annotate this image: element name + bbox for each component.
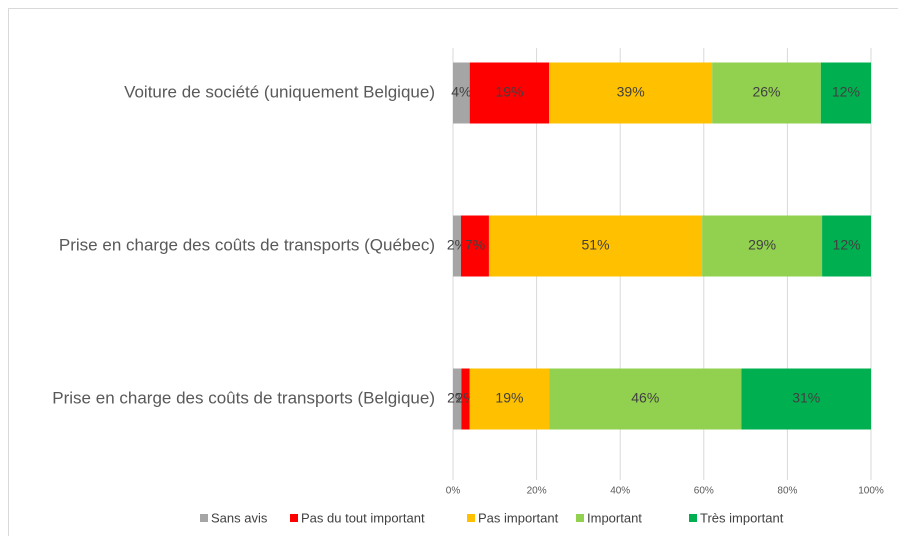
- bar-segment: [549, 368, 742, 430]
- x-tick-label: 20%: [527, 486, 547, 497]
- legend-label: Pas du tout important: [301, 510, 425, 525]
- data-label: 31%: [792, 390, 820, 406]
- bar-segment: [460, 215, 489, 277]
- data-label: 19%: [495, 84, 523, 100]
- bar-segment: [469, 62, 550, 124]
- data-label: 7%: [465, 237, 485, 253]
- bar-segment: [453, 62, 470, 124]
- legend-swatch: [467, 514, 475, 522]
- data-label: 51%: [582, 237, 610, 253]
- bar-segment: [453, 368, 462, 430]
- bar-segment: [461, 368, 470, 430]
- legend-swatch: [576, 514, 584, 522]
- bar-segment: [822, 215, 871, 277]
- bar-segment: [469, 368, 550, 430]
- bar-segment: [549, 62, 713, 124]
- x-tick-label: 0%: [446, 486, 461, 497]
- bar-segment: [741, 368, 871, 430]
- data-label: 4%: [451, 84, 471, 100]
- category-label: Voiture de société (uniquement Belgique): [124, 82, 435, 101]
- data-label: 46%: [631, 390, 659, 406]
- data-label: 26%: [752, 84, 780, 100]
- legend-swatch: [200, 514, 208, 522]
- category-label: Prise en charge des coûts de transports …: [59, 235, 435, 254]
- x-tick-label: 100%: [858, 486, 884, 497]
- legend-swatch: [689, 514, 697, 522]
- data-label: 39%: [617, 84, 645, 100]
- legend-label: Pas important: [478, 510, 559, 525]
- data-label: 19%: [495, 390, 523, 406]
- bar-segment: [488, 215, 703, 277]
- chart-frame: [8, 8, 898, 536]
- legend-label: Important: [587, 510, 642, 525]
- legend-swatch: [290, 514, 298, 522]
- data-label: 29%: [748, 237, 776, 253]
- data-label: 12%: [833, 237, 861, 253]
- legend-label: Très important: [700, 510, 784, 525]
- category-label: Prise en charge des coûts de transports …: [52, 388, 435, 407]
- x-tick-label: 40%: [610, 486, 630, 497]
- bar-segment: [453, 215, 461, 277]
- legend-label: Sans avis: [211, 510, 268, 525]
- data-label: 12%: [832, 84, 860, 100]
- bar-segment: [712, 62, 821, 124]
- x-tick-label: 80%: [777, 486, 797, 497]
- bar-segment: [820, 62, 871, 124]
- bar-segment: [702, 215, 823, 277]
- x-tick-label: 60%: [694, 486, 714, 497]
